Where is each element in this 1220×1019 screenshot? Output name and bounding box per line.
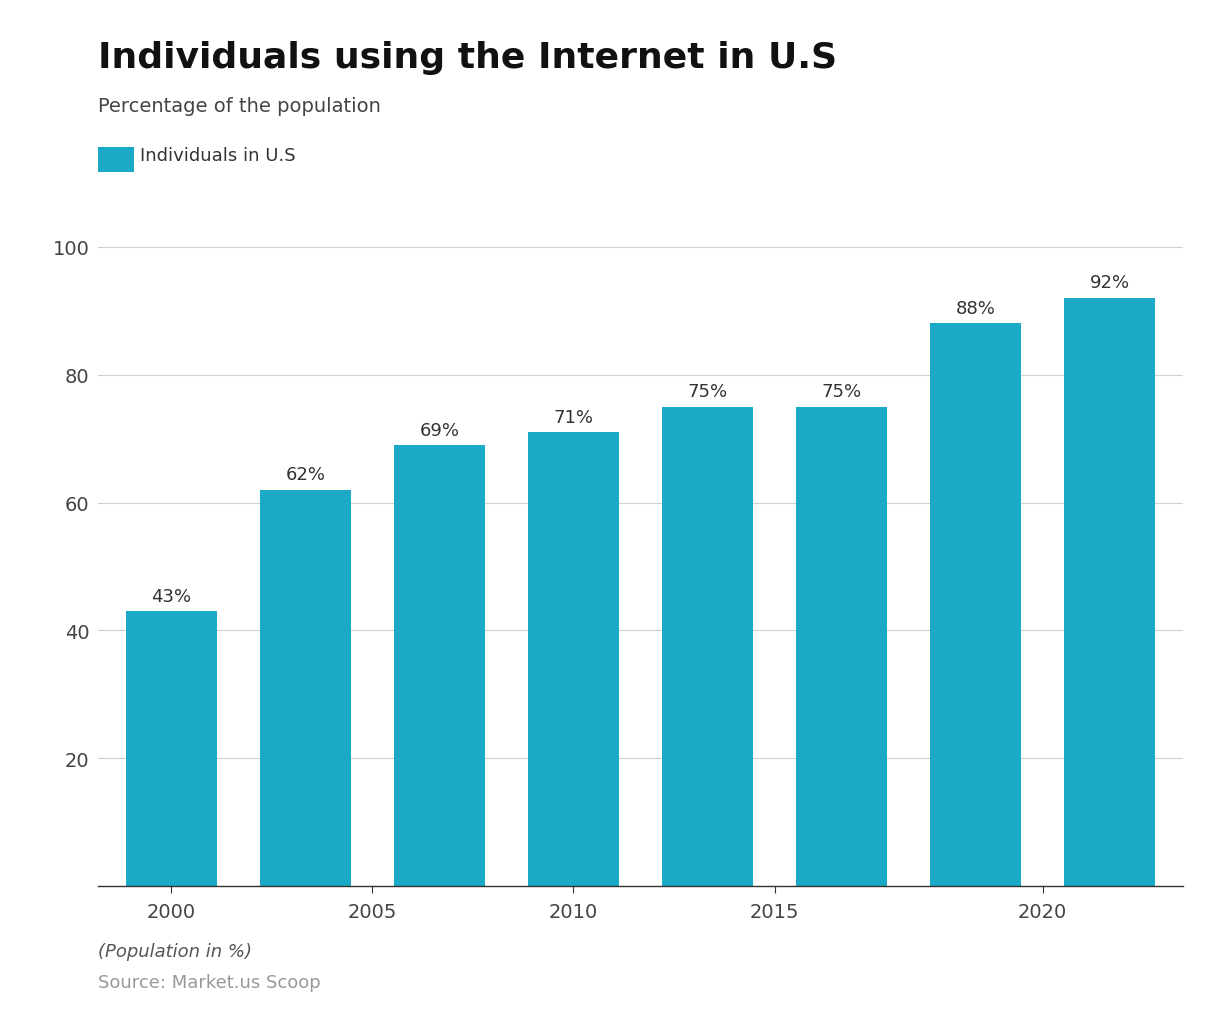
Text: 62%: 62% [285,466,326,484]
Text: 88%: 88% [955,300,996,318]
Bar [260,490,351,887]
Text: Percentage of the population: Percentage of the population [98,97,381,116]
Bar [795,408,887,887]
Text: (Population in %): (Population in %) [98,943,251,961]
Text: 92%: 92% [1089,274,1130,292]
Text: 71%: 71% [554,409,593,426]
Text: 43%: 43% [151,587,192,605]
Bar [126,611,217,887]
Text: 69%: 69% [420,421,460,439]
Text: Individuals in U.S: Individuals in U.S [140,147,296,165]
Text: 75%: 75% [821,383,861,400]
Bar [394,445,486,887]
Bar [662,408,753,887]
Text: Individuals using the Internet in U.S: Individuals using the Internet in U.S [98,41,837,74]
Bar [1064,299,1155,887]
Bar [528,433,619,887]
Text: 75%: 75% [687,383,727,400]
Bar [930,324,1021,887]
Text: Source: Market.us Scoop: Source: Market.us Scoop [98,973,321,991]
